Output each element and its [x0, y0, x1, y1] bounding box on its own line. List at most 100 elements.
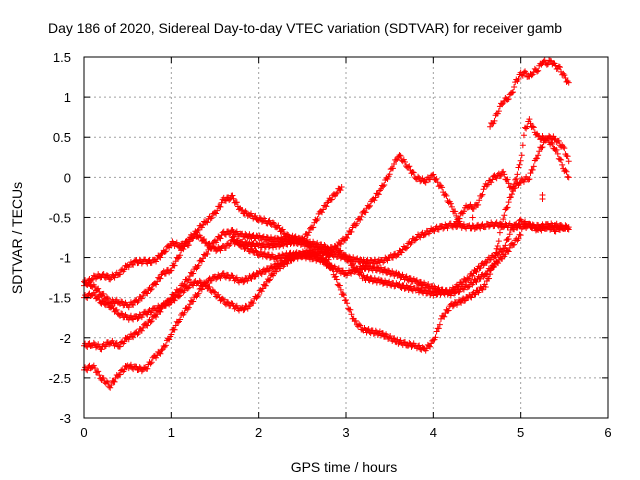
- data-point: [333, 190, 340, 197]
- data-point: [524, 123, 531, 130]
- data-point: [295, 234, 302, 241]
- data-point: [233, 228, 240, 235]
- data-point: [379, 330, 386, 337]
- data-point: [348, 270, 355, 277]
- data-point: [91, 365, 98, 372]
- data-point: [534, 155, 541, 162]
- data-point: [144, 322, 151, 329]
- data-point: [536, 148, 543, 155]
- data-point: [484, 181, 491, 188]
- data-point: [204, 219, 211, 226]
- data-point: [118, 310, 125, 317]
- data-point: [144, 365, 151, 372]
- data-point: [500, 216, 507, 223]
- data-point: [147, 360, 154, 367]
- data-point: [466, 275, 473, 282]
- data-point: [380, 183, 387, 190]
- data-point: [311, 253, 318, 260]
- data-point: [385, 267, 392, 274]
- data-point: [430, 292, 437, 299]
- data-point: [512, 184, 519, 191]
- data-point: [492, 252, 499, 259]
- data-point: [202, 239, 209, 246]
- y-tick-label: 0: [64, 170, 71, 185]
- data-point: [483, 182, 490, 189]
- data-point: [273, 263, 280, 270]
- data-point: [436, 321, 443, 328]
- data-point: [506, 244, 513, 251]
- data-point: [458, 299, 465, 306]
- data-point: [372, 194, 379, 201]
- data-point: [130, 301, 137, 308]
- data-point: [523, 70, 530, 77]
- data-point: [556, 226, 563, 233]
- data-point: [315, 254, 322, 261]
- data-point: [441, 313, 448, 320]
- data-point: [389, 254, 396, 261]
- data-point: [564, 225, 571, 232]
- data-point: [117, 271, 124, 278]
- data-point: [157, 254, 164, 261]
- data-point: [476, 197, 483, 204]
- data-point: [90, 272, 97, 279]
- data-point: [162, 342, 169, 349]
- data-point: [369, 278, 376, 285]
- data-point: [512, 176, 519, 183]
- data-point: [502, 251, 509, 258]
- data-point: [148, 359, 155, 366]
- data-point: [190, 235, 197, 242]
- data-point: [508, 89, 515, 96]
- data-point: [489, 264, 496, 271]
- data-point: [422, 179, 429, 186]
- data-point: [552, 228, 559, 235]
- data-point: [207, 215, 214, 222]
- data-point: [339, 291, 346, 298]
- data-point: [230, 195, 237, 202]
- data-point: [501, 212, 508, 219]
- data-point: [452, 208, 459, 215]
- data-point: [224, 298, 231, 305]
- data-point: [328, 196, 335, 203]
- data-point: [110, 378, 117, 385]
- data-point: [198, 224, 205, 231]
- data-point: [493, 245, 500, 252]
- data-point: [339, 267, 346, 274]
- y-tick-label: -0.5: [49, 210, 71, 225]
- data-point: [337, 241, 344, 248]
- data-point: [103, 294, 110, 301]
- data-point: [486, 275, 493, 282]
- data-point: [207, 245, 214, 252]
- data-point: [117, 371, 124, 378]
- data-point: [303, 236, 310, 243]
- data-point: [158, 347, 165, 354]
- data-point: [258, 271, 265, 278]
- data-point: [167, 267, 174, 274]
- data-point: [171, 293, 178, 300]
- data-point: [522, 218, 529, 225]
- data-point: [504, 176, 511, 183]
- data-point: [130, 316, 137, 323]
- data-point: [147, 286, 154, 293]
- data-point: [460, 208, 467, 215]
- data-point: [181, 287, 188, 294]
- data-point: [213, 248, 220, 255]
- data-point: [462, 297, 469, 304]
- data-point: [285, 253, 292, 260]
- data-point: [381, 182, 388, 189]
- data-point: [134, 331, 141, 338]
- y-tick-label: 1.5: [53, 50, 71, 65]
- data-point: [477, 264, 484, 271]
- data-point: [217, 235, 224, 242]
- data-point: [337, 247, 344, 254]
- data-point: [96, 288, 103, 295]
- data-point: [252, 273, 259, 280]
- data-point: [499, 221, 506, 228]
- data-point: [407, 240, 414, 247]
- data-point: [161, 302, 168, 309]
- series-track-6: [229, 116, 572, 354]
- data-point: [198, 258, 205, 265]
- data-point: [181, 243, 188, 250]
- data-point: [168, 267, 175, 274]
- data-point: [526, 116, 533, 123]
- data-point: [505, 95, 512, 102]
